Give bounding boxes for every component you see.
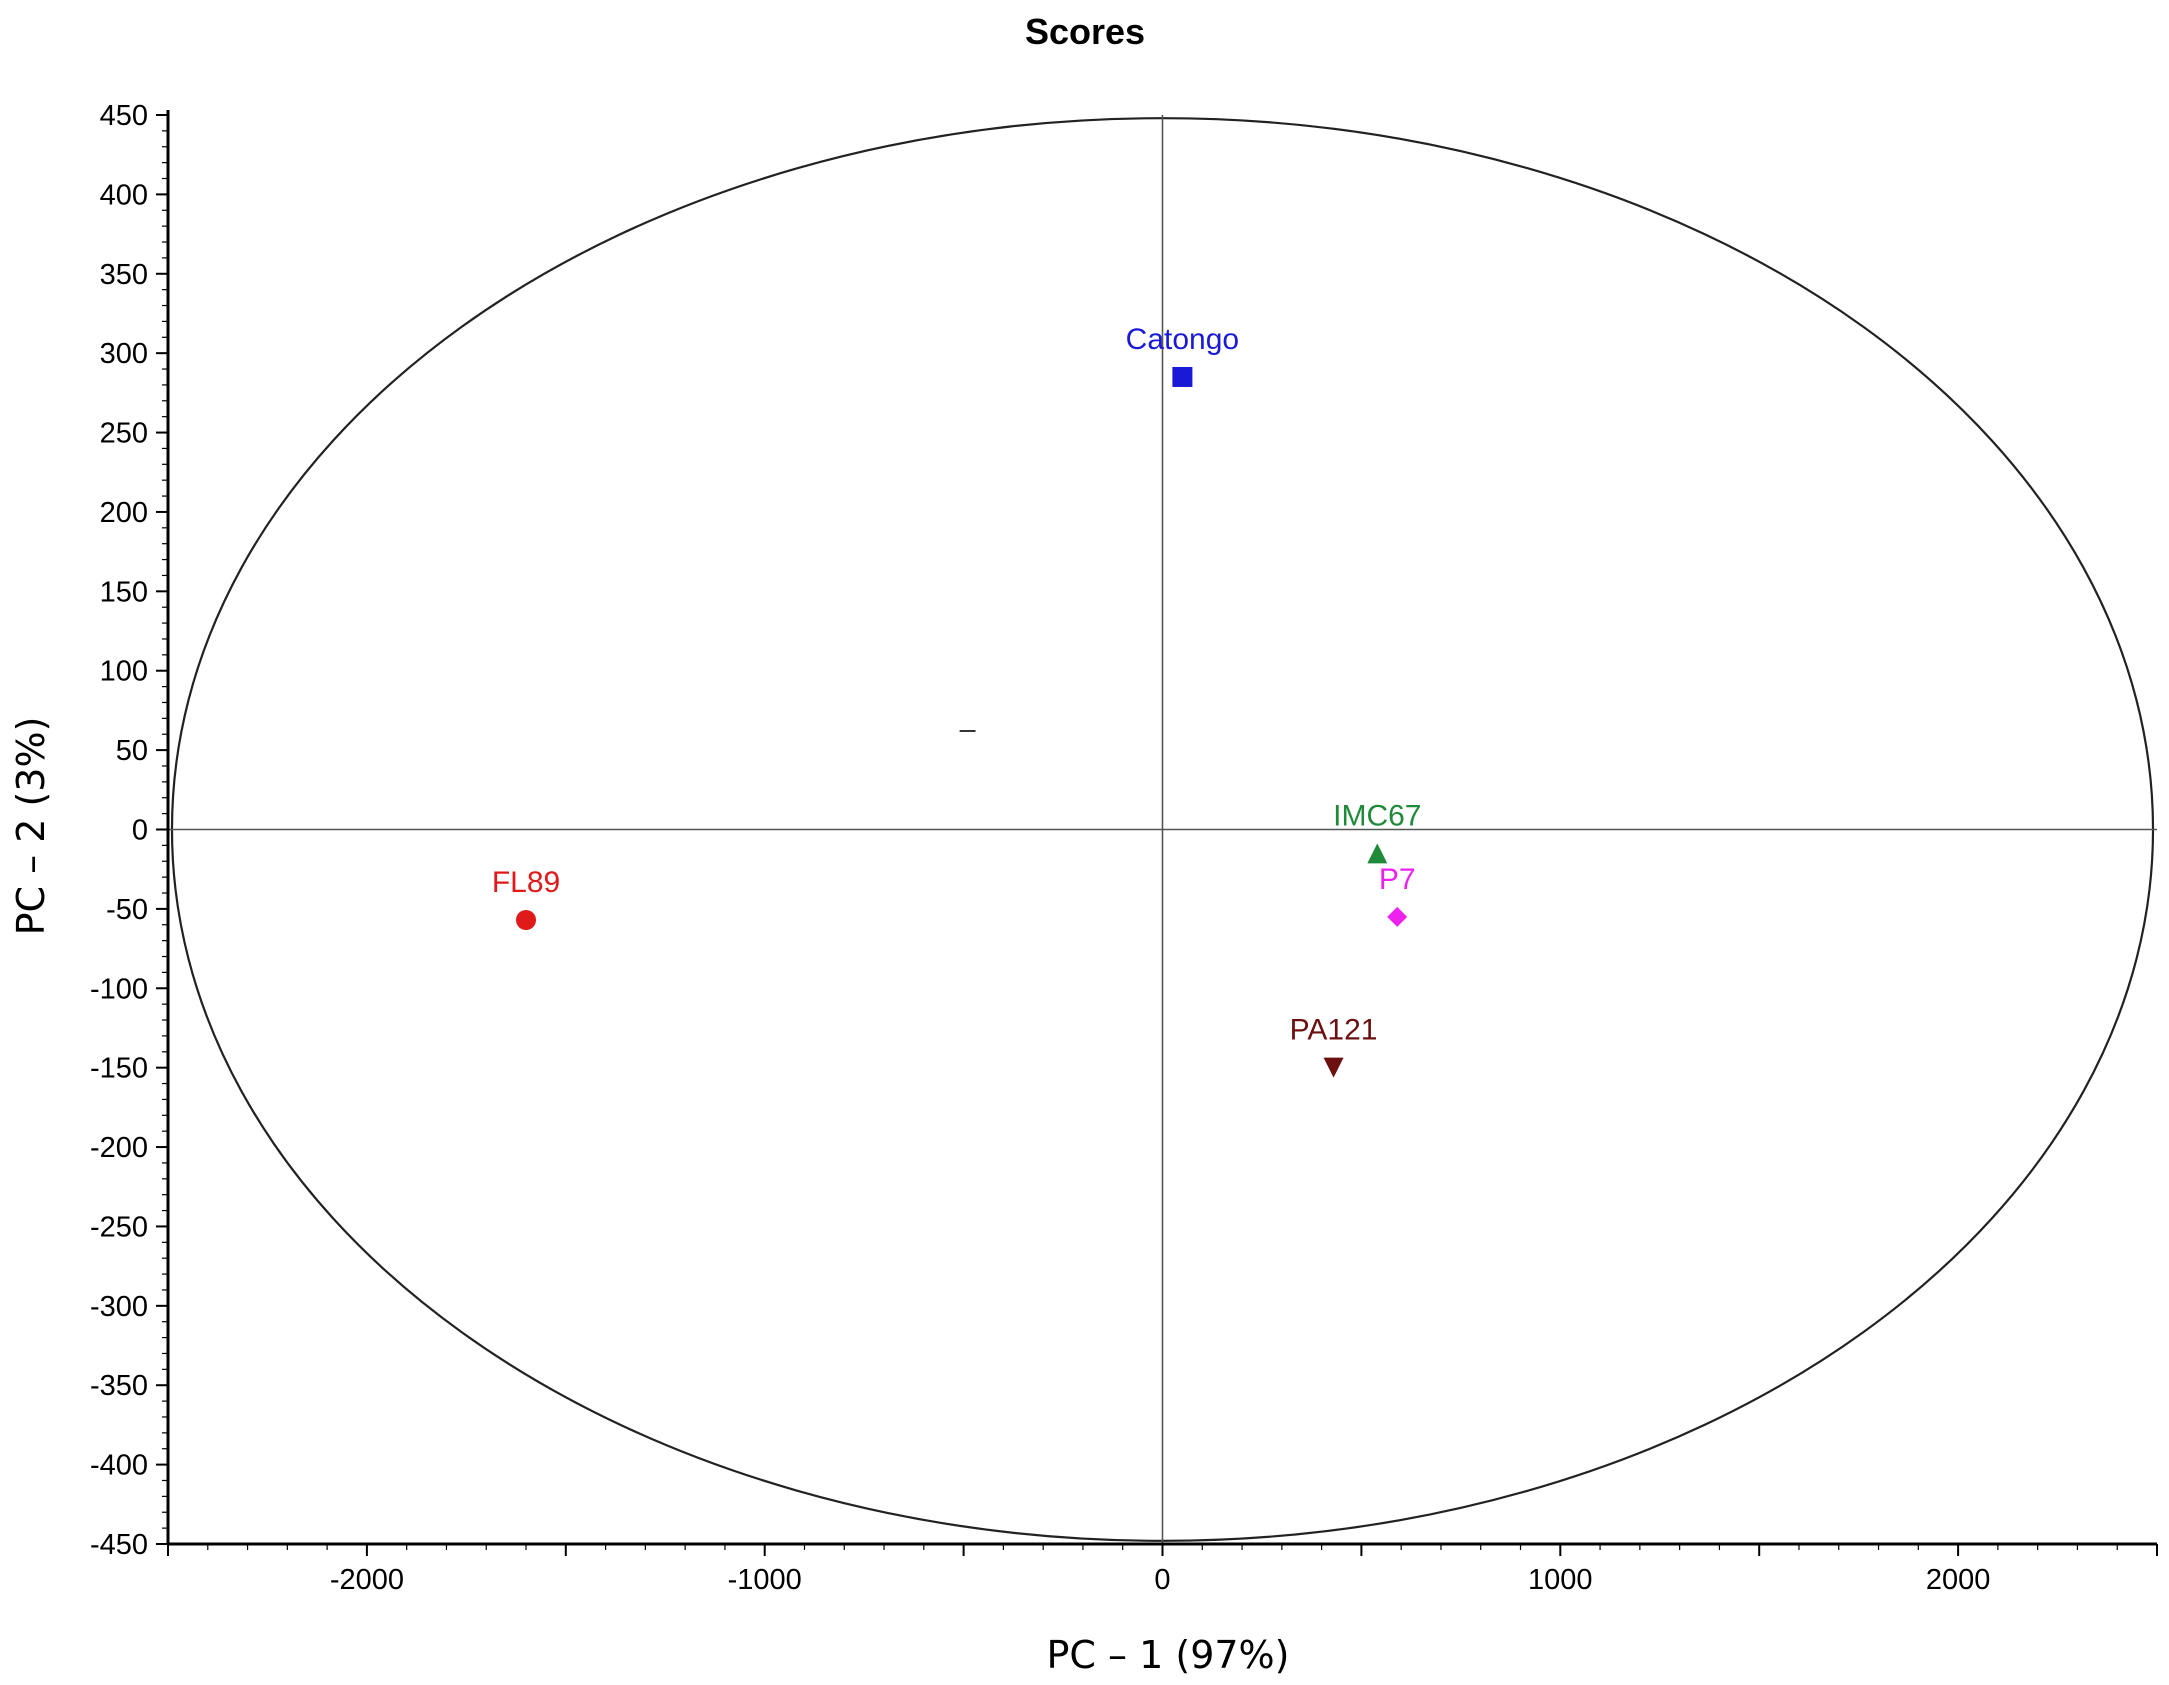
- x-tick-label: 2000: [1926, 1564, 1991, 1596]
- y-tick-label: -350: [90, 1370, 148, 1402]
- x-tick-label: 1000: [1528, 1564, 1593, 1596]
- point-label-p7: P7: [1379, 863, 1416, 896]
- y-tick-label: -400: [90, 1450, 148, 1482]
- x-axis-title: PC – 1 (97%): [1047, 1633, 1290, 1677]
- y-tick-label: 100: [100, 656, 148, 688]
- y-tick-label: -150: [90, 1053, 148, 1085]
- y-tick-label: -450: [90, 1529, 148, 1561]
- x-tick-label: 0: [1154, 1564, 1170, 1596]
- x-tick-label: -2000: [330, 1564, 404, 1596]
- y-tick-label: -100: [90, 973, 148, 1005]
- point-label-imc67: IMC67: [1333, 799, 1421, 832]
- y-axis-title: PC – 2 (3%): [9, 717, 53, 936]
- point-label-fl89: FL89: [492, 866, 560, 899]
- chart-title: Scores: [1025, 11, 1145, 52]
- point-label-catongo: Catongo: [1126, 323, 1239, 356]
- point-label-pa121: PA121: [1290, 1014, 1378, 1047]
- y-tick-label: 200: [100, 497, 148, 529]
- y-tick-label: 300: [100, 338, 148, 370]
- y-tick-label: -250: [90, 1211, 148, 1243]
- y-tick-label: 250: [100, 418, 148, 450]
- point-catongo: [1172, 366, 1193, 387]
- point-fl89: [516, 910, 537, 931]
- y-tick-label: -50: [106, 894, 148, 926]
- y-tick-label: 350: [100, 259, 148, 291]
- y-tick-label: 150: [100, 576, 148, 608]
- y-tick-label: 50: [116, 735, 148, 767]
- y-tick-label: 450: [100, 100, 148, 132]
- point-p7: [1387, 906, 1408, 927]
- point-pa121: [1323, 1057, 1344, 1078]
- y-tick-label: -200: [90, 1132, 148, 1164]
- x-tick-label: -1000: [728, 1564, 802, 1596]
- y-tick-label: -300: [90, 1291, 148, 1323]
- plot-area: 450 400 350 300 250 200 150 100 50 0 -50 -100 -150 -2…: [90, 100, 2158, 1596]
- point-imc67: [1367, 843, 1388, 864]
- y-tick-label: 400: [100, 179, 148, 211]
- y-tick-label: 0: [132, 815, 148, 847]
